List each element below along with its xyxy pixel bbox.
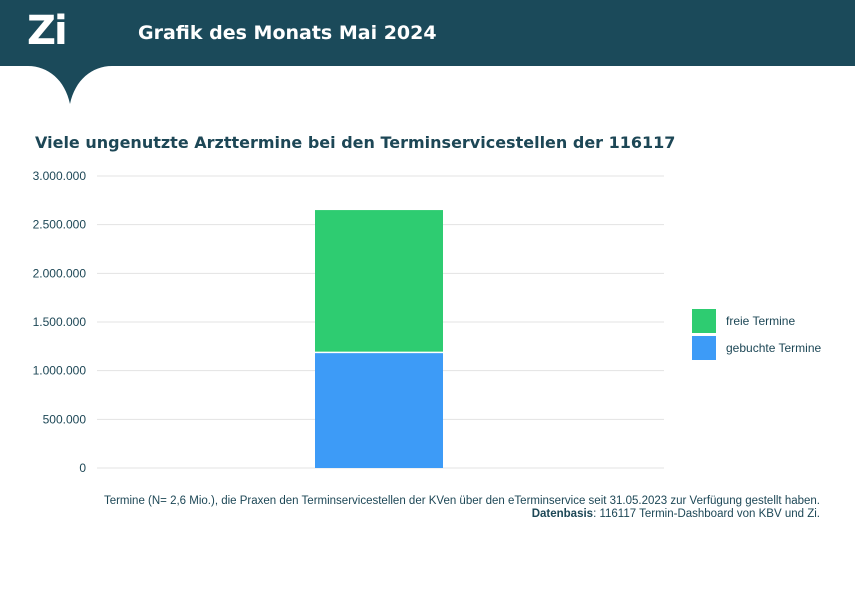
legend-label-freie: freie Termine [726, 314, 796, 328]
footnote-source: Datenbasis: 116117 Termin-Dashboard von … [104, 508, 820, 521]
legend-item-gebuchte: gebuchte Termine [692, 335, 821, 361]
zi-logo: Zi [27, 8, 68, 54]
y-tick-label: 1.000.000 [33, 364, 87, 378]
footnote-description: Termine (N= 2,6 Mio.), die Praxen den Te… [103, 495, 820, 507]
y-tick-label: 3.000.000 [33, 169, 87, 183]
legend-item-freie: freie Termine [692, 308, 821, 334]
bar-gebuchte-termine [315, 353, 443, 468]
y-tick-label: 2.000.000 [33, 266, 87, 280]
y-tick-label: 2.500.000 [33, 218, 87, 232]
footnote-source-text: : 116117 Termin-Dashboard von KBV und Zi… [593, 508, 820, 520]
header-title: Grafik des Monats Mai 2024 [138, 22, 437, 44]
legend-swatch-freie [692, 309, 716, 333]
bars [315, 210, 443, 468]
bar-freie-termine [315, 210, 443, 352]
footnote: Termine (N= 2,6 Mio.), die Praxen den Te… [104, 495, 820, 521]
legend-label-gebuchte: gebuchte Termine [726, 341, 822, 355]
chart-title: Viele ungenutzte Arzttermine bei den Ter… [35, 133, 676, 152]
y-tick-label: 1.500.000 [33, 315, 87, 329]
y-tick-label: 500.000 [43, 412, 87, 426]
y-axis-ticks: 0 500.000 1.000.000 1.500.000 2.000.000 2.500… [33, 169, 87, 475]
logo-tab-shape [0, 0, 145, 104]
legend-swatch-gebuchte [692, 336, 716, 360]
footnote-source-label: Datenbasis [531, 508, 594, 520]
legend: freie Termine gebuchte Termine [692, 308, 821, 362]
y-tick-label: 0 [79, 461, 86, 475]
